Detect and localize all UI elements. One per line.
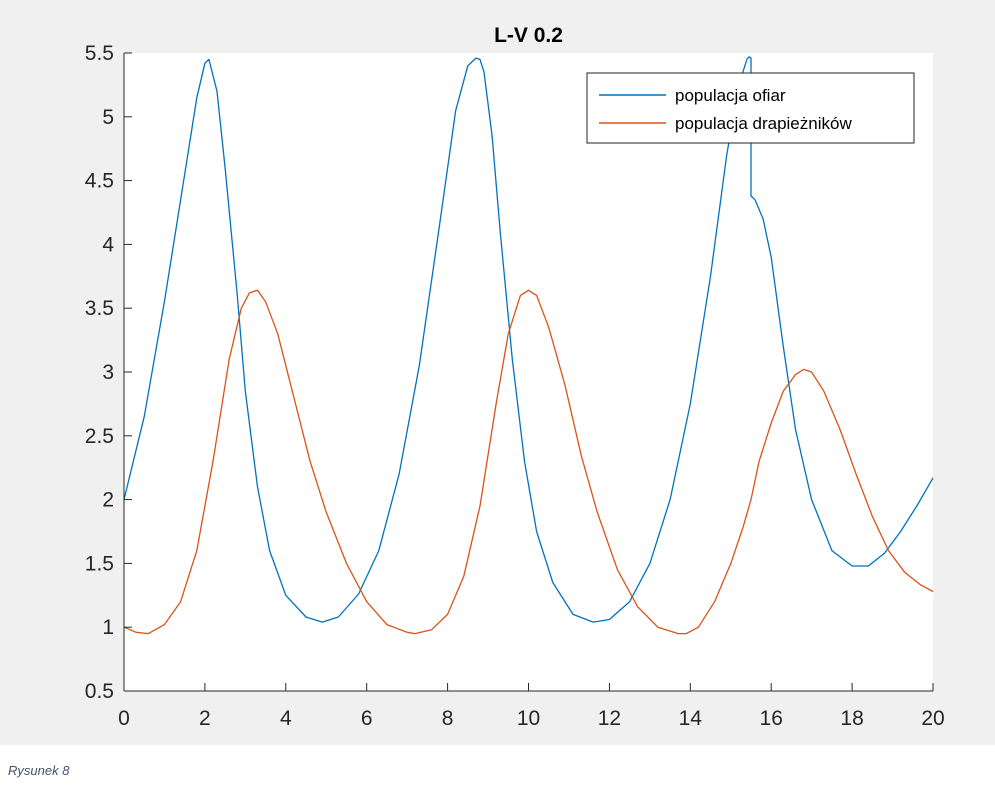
series-line-0 <box>123 56 934 623</box>
legend-label-predator: populacja drapieżników <box>675 114 852 133</box>
legend-box <box>586 72 915 144</box>
x-tick-label: 18 <box>840 707 863 730</box>
x-tick-label: 6 <box>361 707 373 730</box>
x-tick-label: 12 <box>598 707 621 730</box>
series-line-1 <box>123 289 934 635</box>
y-tick-label: 3 <box>102 361 114 384</box>
y-tick-label: 5.5 <box>85 42 114 65</box>
y-tick-label: 3.5 <box>85 297 114 320</box>
y-tick-label: 5 <box>102 106 114 129</box>
x-tick-label: 0 <box>118 707 130 730</box>
figure-caption: Rysunek 8 <box>8 763 70 778</box>
legend-label-prey: populacja ofiar <box>675 86 786 105</box>
y-tick-label: 0.5 <box>85 680 114 703</box>
line-chart: 0 2 4 6 8 10 12 14 16 18 20 0.5 1 1.5 2 2.5 3 3.5 4 4.5 5 5.5… <box>85 24 945 730</box>
figure-window: 0 2 4 6 8 10 12 14 16 18 20 0.5 1 1.5 2 2.5 3 3.5 4 4.5 5 5.5… <box>0 0 995 745</box>
x-tick-label: 20 <box>921 707 944 730</box>
legend[interactable]: populacja ofiar populacja drapieżników <box>586 72 915 144</box>
x-tick-label: 16 <box>760 707 783 730</box>
y-tick-label: 1 <box>102 616 114 639</box>
x-tick-label: 14 <box>679 707 703 730</box>
chart-title: L-V 0.2 <box>494 24 563 47</box>
y-tick-label: 2 <box>102 489 114 512</box>
x-tick-label: 10 <box>517 707 540 730</box>
series-layer <box>123 56 934 635</box>
y-tick-label: 2.5 <box>85 425 114 448</box>
axes-layer: 0 2 4 6 8 10 12 14 16 18 20 0.5 1 1.5 2 2.5 3 3.5 4 4.5 5 5.5 <box>85 42 945 730</box>
x-tick-label: 4 <box>280 707 292 730</box>
y-tick-label: 4.5 <box>85 170 114 193</box>
plot-area <box>124 53 933 691</box>
x-tick-label: 2 <box>199 707 211 730</box>
y-tick-label: 4 <box>102 233 114 256</box>
x-tick-label: 8 <box>442 707 454 730</box>
y-tick-label: 1.5 <box>85 552 114 575</box>
